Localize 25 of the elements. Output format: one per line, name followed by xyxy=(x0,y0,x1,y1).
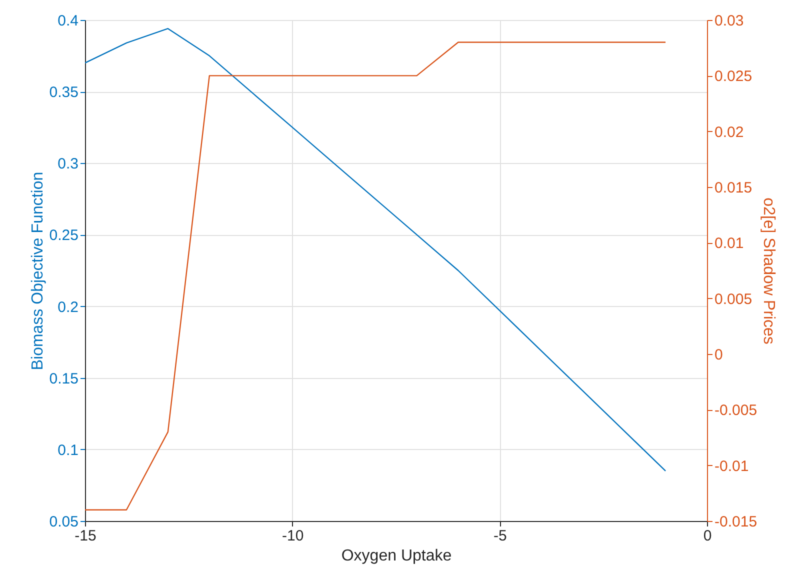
y-tick-label: 0.25 xyxy=(49,227,78,244)
x-tick-label: -10 xyxy=(282,528,304,544)
y2-tick-label: 0.02 xyxy=(714,124,744,141)
x-tick-label: -15 xyxy=(74,528,96,544)
y-tick-label: 0.05 xyxy=(49,514,78,530)
y-tick-label: 0.15 xyxy=(49,370,78,388)
y-tick-label: 0.3 xyxy=(58,156,78,173)
y-tick-label: 0.2 xyxy=(58,298,78,316)
y2-tick-label: 0.025 xyxy=(714,68,752,86)
y2-tick-label: 0.01 xyxy=(714,235,744,252)
x-tick-label: -5 xyxy=(493,528,507,544)
y2-tick-label: 0.03 xyxy=(714,12,744,30)
y2-axis-title: o2[e] Shadow Prices xyxy=(760,198,778,344)
y2-tick-label: 0 xyxy=(714,346,723,364)
y-tick-label: 0.4 xyxy=(58,12,78,30)
y-tick-label: 0.1 xyxy=(58,442,78,459)
x-tick-label: 0 xyxy=(703,528,712,544)
y-axis-title: Biomass Objective Function xyxy=(29,172,46,370)
y2-tick-label: -0.01 xyxy=(714,458,749,475)
x-axis-title: Oxygen Uptake xyxy=(341,548,452,564)
y2-tick-label: -0.015 xyxy=(714,514,758,530)
y-tick-label: 0.35 xyxy=(49,84,78,102)
y2-tick-label: 0.005 xyxy=(714,290,752,308)
y2-tick-label: -0.005 xyxy=(714,402,758,420)
y2-tick-label: 0.015 xyxy=(714,180,752,196)
